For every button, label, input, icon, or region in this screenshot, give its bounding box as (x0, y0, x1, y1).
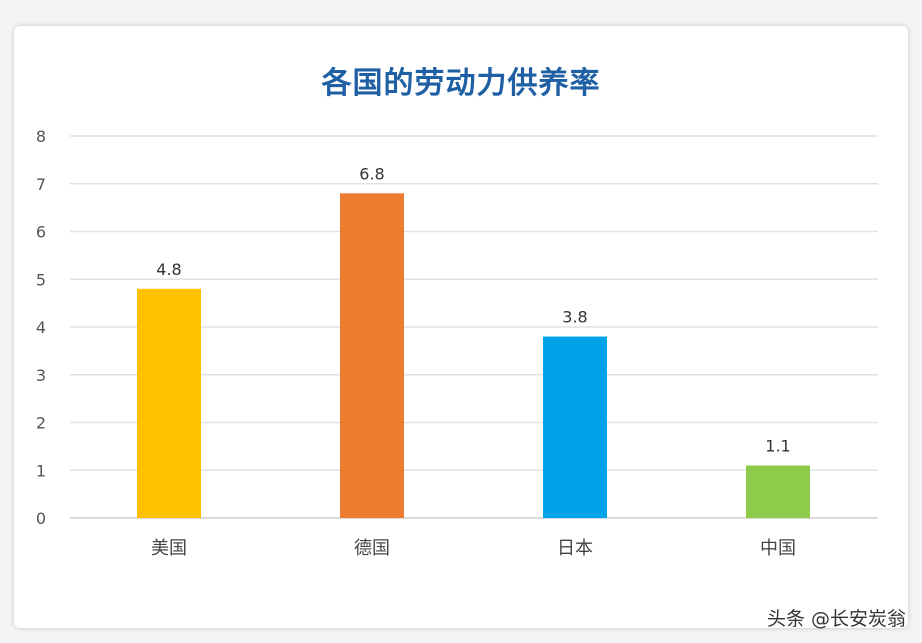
category-label-3: 日本 (557, 538, 593, 559)
data-label-1: 4.8 (156, 260, 181, 279)
category-label-1: 美国 (151, 538, 187, 559)
y-tick-label: 1 (36, 461, 46, 480)
bar-1 (137, 288, 201, 518)
y-tick-label: 8 (36, 127, 46, 146)
y-tick-label: 3 (36, 366, 46, 385)
category-label-2: 德国 (354, 538, 390, 559)
bar-2 (340, 193, 404, 519)
data-label-4: 1.1 (765, 436, 790, 455)
bar-4 (746, 465, 810, 518)
y-tick-label: 4 (36, 318, 46, 337)
y-tick-label: 0 (36, 509, 46, 528)
data-label-2: 6.8 (359, 164, 384, 183)
data-label-3: 3.8 (562, 308, 587, 327)
y-tick-label: 5 (36, 270, 46, 289)
y-tick-label: 2 (36, 414, 46, 433)
watermark: 头条 @长安炭翁 (766, 608, 906, 630)
y-tick-label: 7 (36, 175, 46, 194)
bar-3 (543, 336, 607, 518)
chart-title: 各国的劳动力供养率 (321, 66, 601, 101)
category-label-4: 中国 (760, 538, 796, 559)
y-tick-label: 6 (36, 223, 46, 242)
